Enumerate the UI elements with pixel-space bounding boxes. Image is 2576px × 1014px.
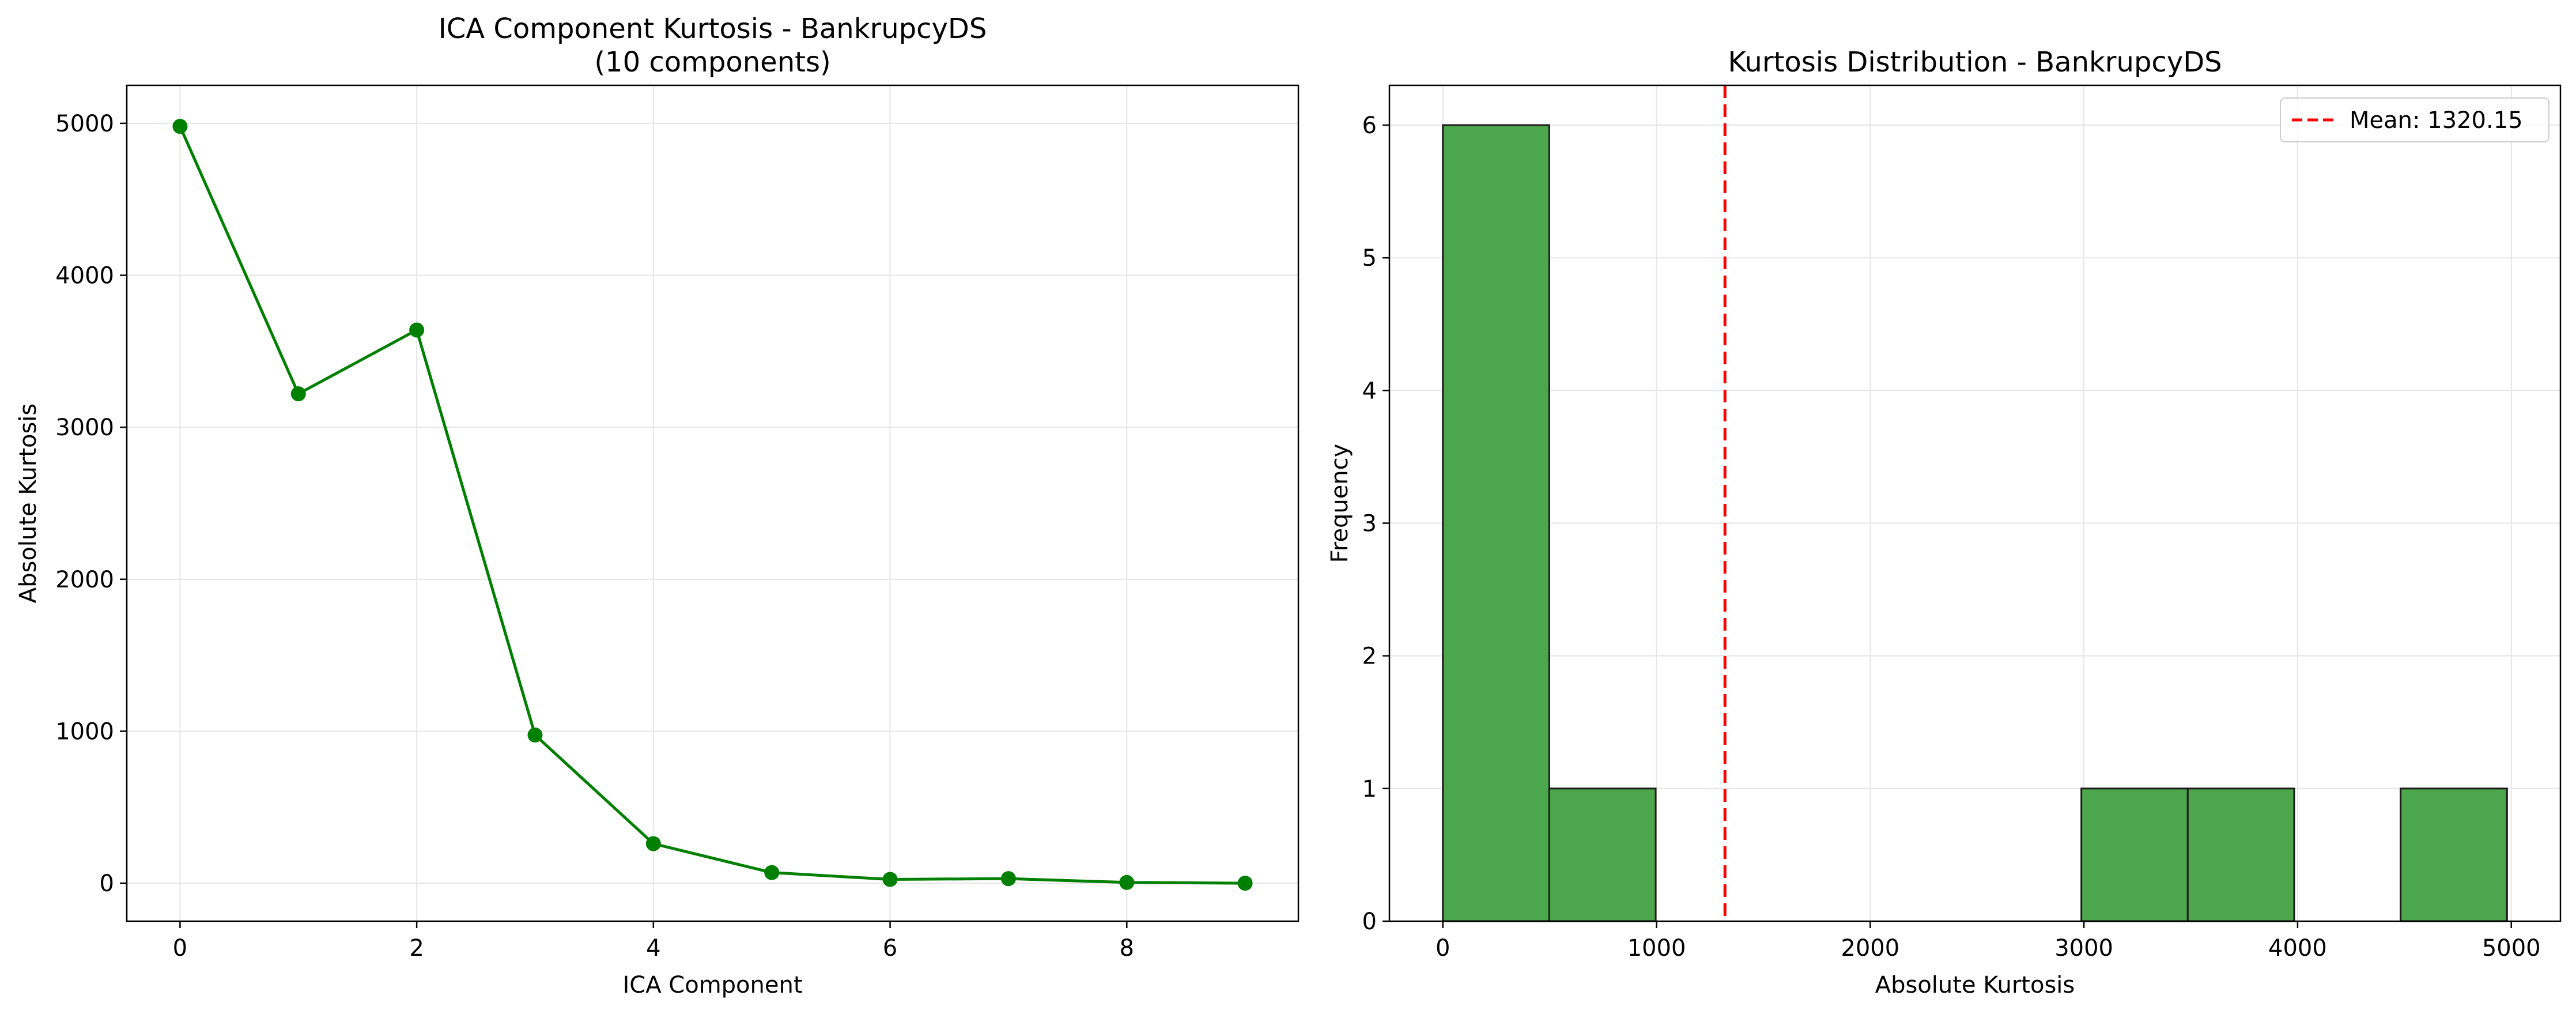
x-tick-label: 2 bbox=[409, 935, 424, 962]
y-tick-label: 0 bbox=[1362, 909, 1377, 935]
x-tick-label: 3000 bbox=[2054, 935, 2113, 962]
tick-labels: 0 2 4 6 8 0 1000 2000 3000 4000 5000 bbox=[55, 111, 1134, 962]
x-tick-label: 6 bbox=[883, 935, 897, 962]
data-point bbox=[172, 119, 188, 134]
tick-marks bbox=[1383, 124, 2512, 928]
histogram-bars bbox=[1442, 124, 2508, 922]
kurtosis-series bbox=[172, 119, 1253, 891]
data-point bbox=[290, 386, 306, 402]
data-point bbox=[527, 727, 543, 743]
grid bbox=[127, 85, 1298, 921]
x-tick-label: 4000 bbox=[2268, 935, 2327, 962]
x-tick-label: 0 bbox=[173, 935, 187, 962]
chart-title: Kurtosis Distribution - BankrupcyDS bbox=[1728, 46, 2222, 78]
y-axis-label: Absolute Kurtosis bbox=[15, 404, 41, 604]
histogram-bar bbox=[2400, 787, 2508, 922]
x-tick-label: 8 bbox=[1120, 935, 1134, 962]
data-point bbox=[1000, 871, 1016, 887]
y-tick-label: 4 bbox=[1362, 378, 1377, 404]
x-tick-label: 2000 bbox=[1841, 935, 1899, 962]
y-tick-label: 2 bbox=[1362, 643, 1377, 670]
data-point bbox=[409, 322, 425, 338]
chart-title: ICA Component Kurtosis - BankrupcyDS bbox=[439, 13, 987, 45]
x-tick-label: 0 bbox=[1436, 935, 1450, 962]
y-tick-label: 0 bbox=[100, 870, 114, 897]
y-tick-label: 2000 bbox=[55, 567, 114, 593]
y-tick-label: 4000 bbox=[55, 263, 114, 289]
y-axis-label: Frequency bbox=[1327, 444, 1353, 563]
y-tick-label: 5000 bbox=[55, 111, 114, 137]
y-tick-label: 1 bbox=[1362, 776, 1377, 802]
x-axis-label: Absolute Kurtosis bbox=[1875, 972, 2075, 998]
axes-frame bbox=[126, 84, 1300, 922]
data-point bbox=[1119, 874, 1135, 890]
y-tick-label: 5 bbox=[1362, 245, 1377, 272]
y-tick-label: 3 bbox=[1362, 511, 1377, 537]
data-point bbox=[1237, 876, 1253, 891]
legend: Mean: 1320.15 bbox=[2280, 97, 2549, 142]
chart-subtitle: (10 components) bbox=[594, 46, 830, 78]
legend-label: Mean: 1320.15 bbox=[2350, 107, 2523, 134]
data-point bbox=[882, 872, 898, 887]
histogram-bar bbox=[1548, 787, 1657, 922]
axes-frame bbox=[1388, 84, 2562, 922]
kurtosis-line-chart: 0 2 4 6 8 0 1000 2000 3000 4000 5000 ICA Component… bbox=[15, 13, 1300, 998]
histogram-bar bbox=[2080, 787, 2189, 922]
y-tick-label: 3000 bbox=[55, 414, 114, 441]
legend-box bbox=[2280, 97, 2549, 142]
x-tick-label: 4 bbox=[646, 935, 660, 962]
histogram-bar bbox=[1442, 124, 1550, 922]
x-tick-label: 5000 bbox=[2482, 935, 2541, 962]
y-tick-label: 6 bbox=[1362, 112, 1377, 139]
series-line bbox=[179, 126, 1245, 885]
y-tick-label: 1000 bbox=[55, 718, 114, 745]
x-axis-label: ICA Component bbox=[622, 972, 802, 998]
data-point bbox=[645, 836, 661, 851]
data-point bbox=[764, 865, 780, 880]
tick-labels: 0 1000 2000 3000 4000 5000 0 1 2 3 4 5 6 bbox=[1362, 112, 2541, 962]
x-tick-label: 1000 bbox=[1627, 935, 1686, 962]
tick-marks bbox=[120, 122, 1128, 928]
kurtosis-histogram: 0 1000 2000 3000 4000 5000 0 1 2 3 4 5 6 Kurtosis Di… bbox=[1327, 46, 2562, 998]
histogram-bar bbox=[2186, 787, 2295, 922]
